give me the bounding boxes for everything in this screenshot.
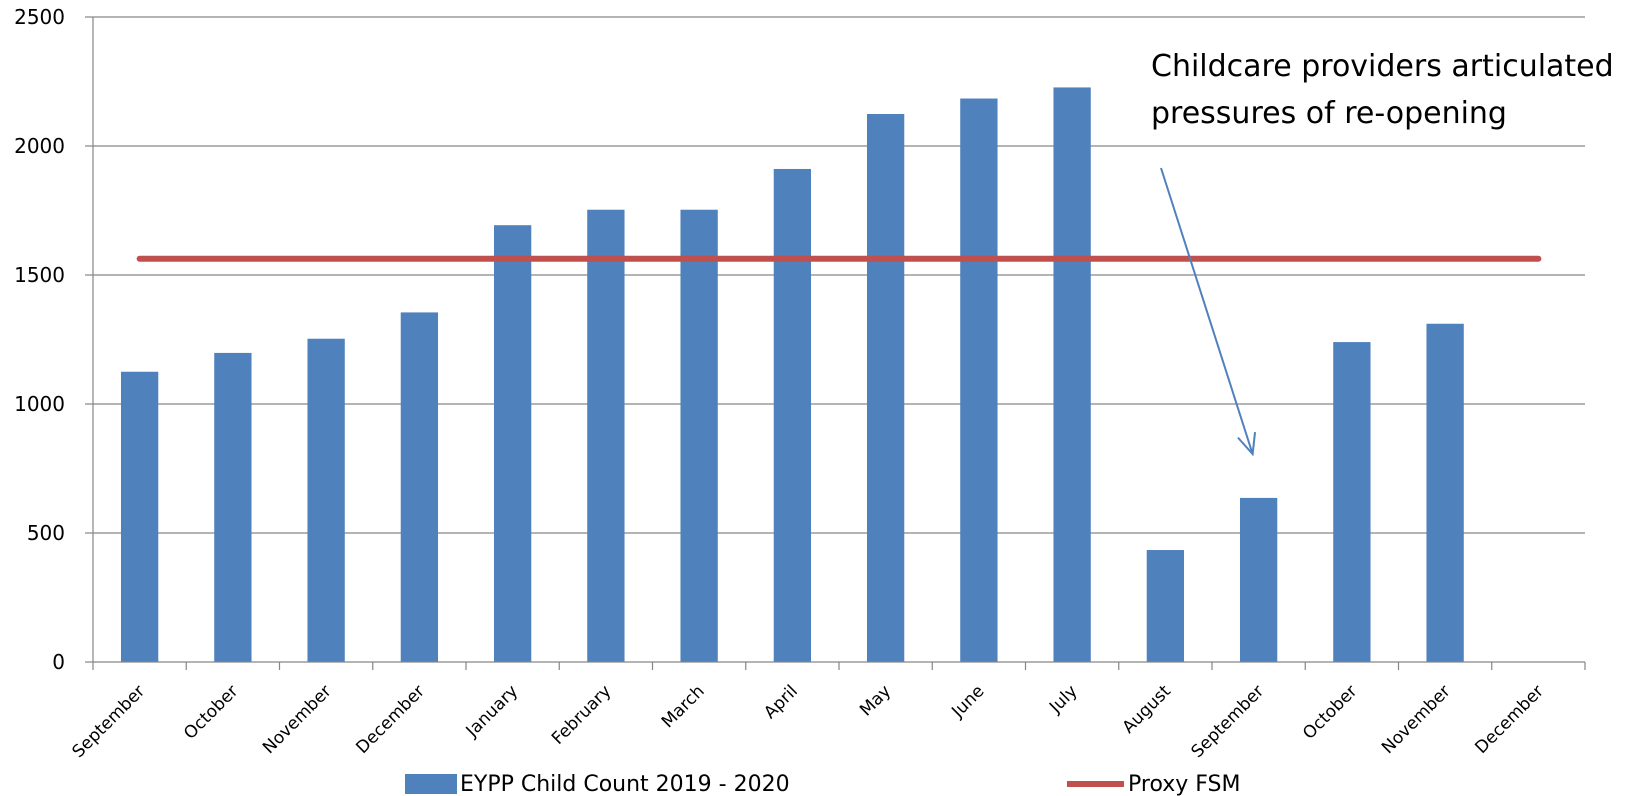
x-tick-label: September bbox=[69, 681, 150, 762]
annotation: Childcare providers articulated pressure… bbox=[1151, 49, 1614, 457]
y-tick-label: 500 bbox=[27, 521, 65, 545]
bar-15 bbox=[1426, 323, 1464, 662]
y-tick-label: 1000 bbox=[14, 392, 65, 416]
legend-label-line: Proxy FSM bbox=[1128, 772, 1240, 796]
bar-5 bbox=[493, 225, 532, 662]
x-tick-label: September bbox=[1188, 681, 1269, 762]
y-tick-label: 2000 bbox=[14, 134, 65, 158]
x-tick-label: December bbox=[1471, 681, 1547, 757]
bar-2 bbox=[214, 352, 252, 662]
bar-6 bbox=[587, 209, 625, 662]
bar-1 bbox=[120, 371, 159, 662]
bar-10 bbox=[960, 98, 998, 662]
arrow-head bbox=[1237, 432, 1257, 457]
legend: EYPP Child Count 2019 - 2020 Proxy FSM bbox=[405, 772, 1240, 796]
y-axis-tick-labels: 0 500 1000 1500 2000 2500 bbox=[14, 5, 65, 674]
x-tick-label: August bbox=[1119, 681, 1175, 737]
y-tick-label: 0 bbox=[52, 650, 65, 674]
x-tick-label: November bbox=[1378, 681, 1455, 758]
x-tick-label: April bbox=[760, 681, 802, 723]
bar-8 bbox=[773, 168, 812, 662]
axes bbox=[92, 17, 1586, 670]
bar-9 bbox=[866, 114, 905, 663]
bar-12 bbox=[1146, 550, 1185, 662]
bar-13 bbox=[1239, 497, 1278, 662]
y-tick-label: 1500 bbox=[14, 263, 65, 287]
x-tick-label: November bbox=[259, 681, 336, 758]
x-tick-label: January bbox=[462, 681, 522, 741]
legend-swatch-bars bbox=[405, 774, 457, 794]
x-tick-label: March bbox=[658, 681, 709, 732]
annotation-line-2: pressures of re-opening bbox=[1151, 96, 1507, 131]
x-axis-tick-labels: September October November December January F… bbox=[69, 681, 1548, 762]
arrow-shaft bbox=[1160, 167, 1254, 455]
x-tick-label: June bbox=[947, 681, 988, 722]
legend-label-bars: EYPP Child Count 2019 - 2020 bbox=[460, 772, 790, 796]
bar-11 bbox=[1053, 87, 1091, 662]
x-tick-label: October bbox=[180, 681, 242, 743]
bar-3 bbox=[307, 338, 345, 662]
x-tick-label: May bbox=[856, 681, 895, 720]
annotation-arrow bbox=[1160, 167, 1257, 457]
y-tick-label: 2500 bbox=[14, 5, 65, 29]
bar-7 bbox=[680, 209, 718, 662]
annotation-line-1: Childcare providers articulated bbox=[1151, 49, 1614, 84]
bar-4 bbox=[400, 312, 439, 662]
x-tick-label: February bbox=[548, 681, 615, 748]
x-tick-label: December bbox=[352, 681, 428, 757]
x-tick-label: October bbox=[1299, 681, 1361, 743]
x-tick-label: July bbox=[1045, 681, 1081, 717]
bars bbox=[120, 87, 1464, 663]
bar-14 bbox=[1333, 342, 1371, 662]
